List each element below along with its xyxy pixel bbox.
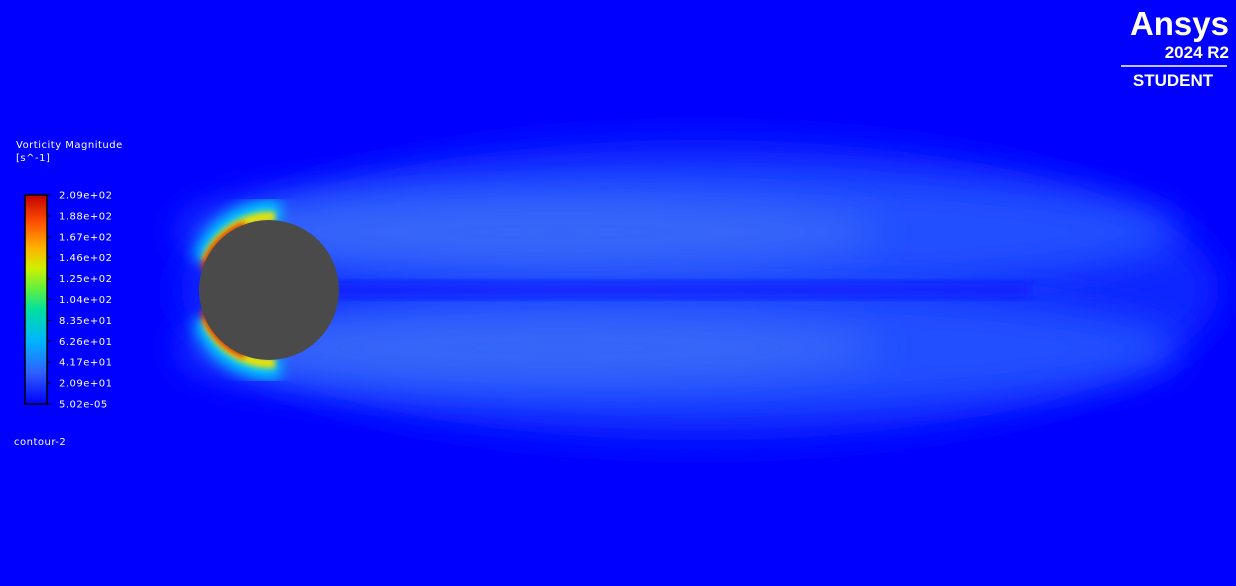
colorbar-label: 2.09e+02 (59, 191, 113, 202)
colorbar (24, 194, 48, 405)
colorbar-ticks: 2.09e+02 1.88e+02 1.67e+02 1.46e+02 1.25e+02… (47, 191, 113, 411)
colorbar-label: 2.09e+01 (59, 379, 113, 390)
colorbar-label: 4.17e+01 (59, 358, 113, 369)
colorbar-label: 1.88e+02 (59, 211, 113, 222)
cylinder (199, 220, 339, 360)
logo-version: 2024 R2 (1165, 43, 1229, 62)
logo-edition: STUDENT (1133, 71, 1214, 90)
colorbar-label: 1.04e+02 (59, 295, 113, 306)
colorbar-label: 8.35e+01 (59, 316, 113, 327)
legend-units: [s^-1] (16, 153, 50, 164)
colorbar-label: 1.25e+02 (59, 274, 113, 285)
colorbar-label: 5.02e-05 (59, 400, 108, 411)
contour-name: contour-2 (14, 437, 66, 448)
legend-title: Vorticity Magnitude (16, 140, 123, 151)
logo-brand: Ansys (1130, 5, 1229, 42)
colorbar-label: 1.46e+02 (59, 253, 113, 264)
colorbar-label: 6.26e+01 (59, 337, 113, 348)
wake-contour (180, 140, 1220, 440)
colorbar-label: 1.67e+02 (59, 232, 113, 243)
